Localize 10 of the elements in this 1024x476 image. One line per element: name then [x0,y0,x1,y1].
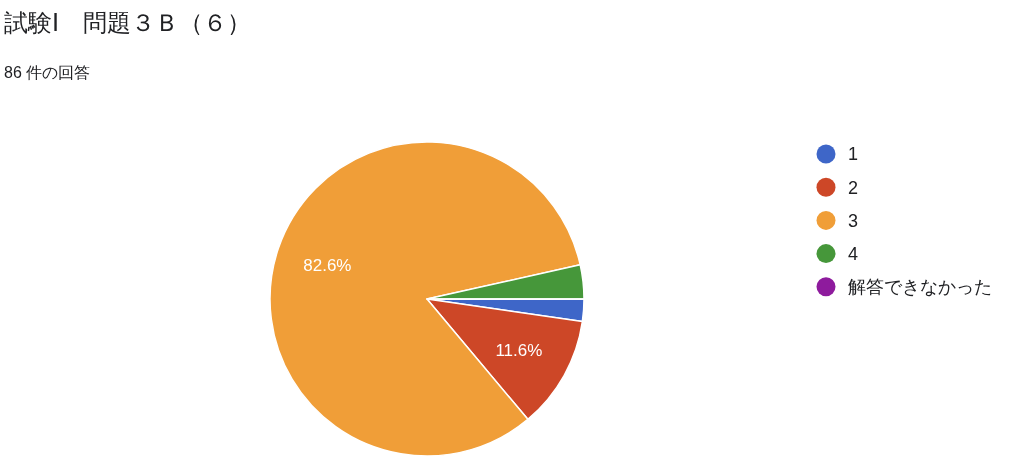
legend-label: 解答できなかった [848,277,992,298]
data-label: 82.6% [303,256,352,276]
legend-label: 4 [848,244,859,265]
legend-label: 2 [848,177,859,198]
text: 86 件の回答 [4,64,91,81]
data-label: 11.6% [495,341,543,361]
legend-label: 1 [848,144,859,165]
pie-slice [269,141,581,457]
chart-title: 試験Ⅰ 問題３Ｂ（６） [4,9,252,36]
legend-label: 3 [848,210,859,231]
